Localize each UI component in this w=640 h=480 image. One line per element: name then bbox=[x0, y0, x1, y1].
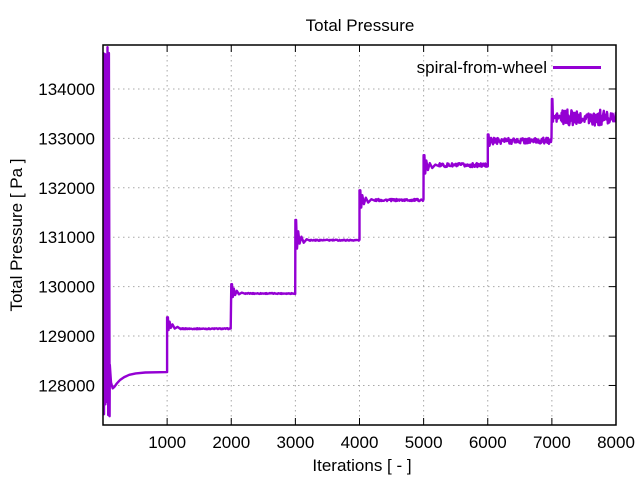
x-axis-label: Iterations [ - ] bbox=[312, 456, 411, 475]
legend-label: spiral-from-wheel bbox=[417, 58, 547, 77]
x-tick-label: 1000 bbox=[148, 433, 186, 452]
x-tick-label: 5000 bbox=[405, 433, 443, 452]
y-tick-label: 128000 bbox=[38, 376, 95, 395]
series bbox=[103, 46, 616, 418]
y-tick-label: 134000 bbox=[38, 80, 95, 99]
x-tick-label: 4000 bbox=[341, 433, 379, 452]
plot-border bbox=[102, 44, 617, 426]
y-tick-label: 133000 bbox=[38, 129, 95, 148]
chart-title: Total Pressure bbox=[306, 16, 415, 35]
x-tick-label: 8000 bbox=[597, 433, 635, 452]
tick-labels: 1000 2000 3000 4000 5000 6000 7000 8000 128000 12… bbox=[38, 80, 635, 452]
y-axis-label: Total Pressure [ Pa ] bbox=[7, 158, 26, 311]
x-tick-label: 6000 bbox=[469, 433, 507, 452]
legend: spiral-from-wheel bbox=[417, 58, 601, 77]
y-tick-label: 131000 bbox=[38, 228, 95, 247]
x-tick-label: 7000 bbox=[533, 433, 571, 452]
y-tick-label: 129000 bbox=[38, 327, 95, 346]
y-tick-label: 130000 bbox=[38, 278, 95, 297]
x-tick-label: 3000 bbox=[276, 433, 314, 452]
y-tick-label: 132000 bbox=[38, 179, 95, 198]
series-line-spiral-from-wheel bbox=[103, 46, 616, 418]
x-tick-label: 2000 bbox=[212, 433, 250, 452]
